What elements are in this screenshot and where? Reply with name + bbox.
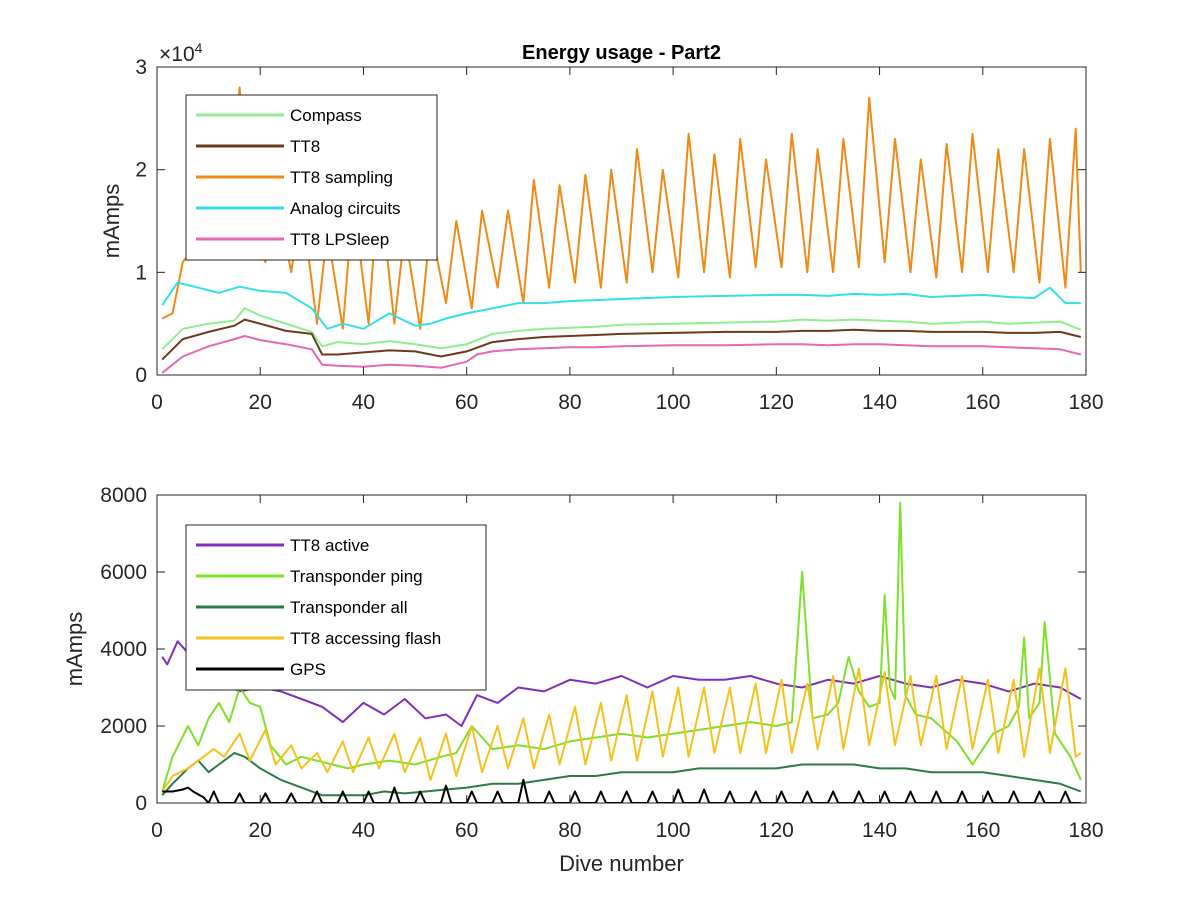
x-tick-label: 120 <box>759 819 794 842</box>
x-tick-label: 60 <box>455 391 478 414</box>
y-tick-label: 0 <box>135 364 147 387</box>
chart-title: Energy usage - Part2 <box>522 42 721 64</box>
legend-label: TT8 LPSleep <box>290 230 389 249</box>
top-legend: Compass TT8 TT8 sampling Analog circuits TT8… <box>185 94 438 261</box>
x-tick-label: 20 <box>249 819 272 842</box>
x-tick-label: 180 <box>1068 391 1103 414</box>
x-tick-label: 0 <box>151 391 163 414</box>
bottom-subplot: 0 20 40 60 80 100 120 140 160 180 0 2000 4000 6000 80… <box>62 484 1104 876</box>
x-tick-label: 80 <box>558 391 581 414</box>
series-line-tt8-sampling <box>161 86 1082 330</box>
series-line-compass <box>161 307 1082 351</box>
legend-label: TT8 active <box>290 536 369 555</box>
x-tick-label: 180 <box>1068 819 1103 842</box>
x-tick-label: 40 <box>352 391 375 414</box>
y-tick-label: 6000 <box>100 561 147 584</box>
bottom-series-lines <box>161 501 1082 803</box>
x-tick-label: 0 <box>151 819 163 842</box>
legend-label: TT8 accessing flash <box>290 629 441 648</box>
bottom-legend: TT8 active Transponder ping Transponder al… <box>185 524 487 691</box>
x-tick-label: 140 <box>862 819 897 842</box>
x-tick-label: 120 <box>759 391 794 414</box>
top-series-lines <box>161 86 1082 374</box>
series-line-tt8-accessing-flash <box>161 667 1082 793</box>
bottom-y-ticks: 0 2000 4000 6000 8000 <box>100 484 1086 815</box>
series-line-transponder-all <box>161 752 1082 797</box>
legend-label: GPS <box>290 660 326 679</box>
legend-label: Compass <box>290 106 362 125</box>
bottom-x-axis-label: Dive number <box>559 851 684 876</box>
y-tick-label: 8000 <box>100 484 147 507</box>
y-tick-label: 4000 <box>100 638 147 661</box>
x-tick-label: 60 <box>455 819 478 842</box>
x-tick-label: 100 <box>656 819 691 842</box>
bottom-y-axis-label: mAmps <box>62 612 87 687</box>
y-tick-label: 0 <box>135 792 147 815</box>
y-tick-label: 2000 <box>100 715 147 738</box>
series-line-tt8-lpsleep <box>161 335 1082 374</box>
series-line-gps <box>162 778 1081 803</box>
exponent-base: ×10 <box>159 43 195 66</box>
y-tick-label: 2 <box>135 159 147 182</box>
series-line-transponder-ping <box>161 501 1082 792</box>
legend-label: TT8 <box>290 137 320 156</box>
series-line-tt8-active <box>161 640 1082 727</box>
top-y-exponent-label: ×104 <box>159 40 203 66</box>
legend-label: Transponder ping <box>290 567 423 586</box>
top-subplot: 0 20 40 60 80 100 120 140 160 180 0 1 2 3 Energy usa… <box>99 40 1104 414</box>
top-plot-area <box>156 66 1087 376</box>
x-tick-label: 80 <box>558 819 581 842</box>
top-y-ticks: 0 1 2 3 <box>135 56 1086 387</box>
x-tick-label: 160 <box>965 819 1000 842</box>
x-tick-label: 100 <box>656 391 691 414</box>
series-line-analog-circuits <box>161 281 1081 330</box>
top-x-ticks: 0 20 40 60 80 100 120 140 160 180 <box>151 67 1104 414</box>
x-tick-label: 40 <box>352 819 375 842</box>
exponent-power: 4 <box>195 40 203 56</box>
legend-label: Analog circuits <box>290 199 401 218</box>
legend-label: Transponder all <box>290 598 408 617</box>
bottom-x-ticks: 0 20 40 60 80 100 120 140 160 180 <box>151 495 1104 842</box>
x-tick-label: 160 <box>965 391 1000 414</box>
legend-label: TT8 sampling <box>290 168 393 187</box>
series-line-tt8 <box>161 318 1082 361</box>
top-y-axis-label: mAmps <box>99 184 124 259</box>
x-tick-label: 20 <box>249 391 272 414</box>
y-tick-label: 1 <box>135 261 147 284</box>
x-tick-label: 140 <box>862 391 897 414</box>
y-tick-label: 3 <box>135 56 147 79</box>
